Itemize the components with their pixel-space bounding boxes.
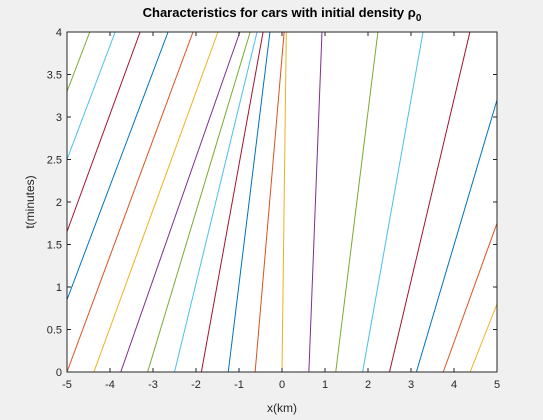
- x-tick-label: 1: [322, 379, 328, 391]
- y-tick-label: 1.5: [47, 240, 62, 252]
- chart-title: Characteristics for cars with initial de…: [143, 5, 422, 24]
- x-tick-label: -2: [191, 379, 201, 391]
- characteristic-line: [469, 303, 498, 373]
- y-tick-label: 4: [56, 27, 62, 39]
- x-tick-label: -5: [62, 379, 72, 391]
- characteristic-line: [66, 31, 194, 373]
- y-axis-label: t(minutes): [23, 175, 37, 228]
- x-axis-label: x(km): [267, 401, 297, 415]
- characteristic-line: [66, 31, 141, 232]
- x-tick-label: -1: [234, 379, 244, 391]
- title-text: Characteristics for cars with initial de…: [143, 5, 416, 20]
- characteristic-line: [147, 31, 251, 373]
- characteristic-line: [362, 31, 424, 373]
- characteristic-line: [66, 31, 91, 92]
- characteristic-line: [66, 31, 116, 160]
- x-tick-label: 3: [408, 379, 414, 391]
- x-tick-label: -4: [105, 379, 115, 391]
- characteristic-line: [281, 31, 287, 373]
- y-tick-label: 1: [56, 282, 62, 294]
- y-tick-label: 2: [56, 197, 62, 209]
- characteristic-line: [442, 223, 498, 373]
- y-tick-label: 0: [56, 367, 62, 379]
- characteristic-line: [227, 31, 271, 373]
- characteristic-line: [415, 99, 498, 373]
- characteristic-line: [335, 31, 379, 373]
- y-tick-label: 0.5: [47, 325, 62, 337]
- y-tick-label: 3: [56, 112, 62, 124]
- x-tick-label: 0: [279, 379, 285, 391]
- characteristic-line: [93, 31, 219, 373]
- y-tick-label: 3.5: [47, 70, 62, 82]
- characteristic-line: [66, 31, 169, 300]
- characteristic-line: [254, 31, 285, 373]
- x-tick-label: 2: [365, 379, 371, 391]
- characteristic-line: [120, 31, 241, 373]
- x-tick-label: 5: [494, 379, 500, 391]
- plot-area: [67, 32, 497, 372]
- characteristic-line: [308, 31, 323, 373]
- characteristic-line: [389, 31, 471, 373]
- y-tick-label: 2.5: [47, 155, 62, 167]
- x-tick-label: 4: [451, 379, 457, 391]
- x-tick-label: -3: [148, 379, 158, 391]
- title-subscript: 0: [416, 13, 422, 24]
- characteristic-line: [174, 31, 258, 373]
- characteristic-line: [200, 31, 264, 373]
